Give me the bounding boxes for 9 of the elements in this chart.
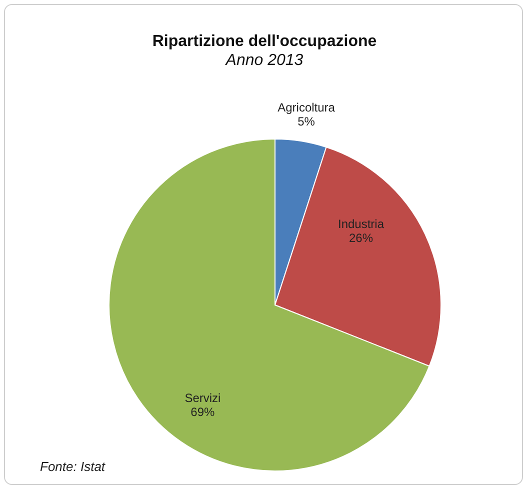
data-label: 26% [348,231,374,246]
slice-label: Industria [338,217,384,232]
chart-title: Ripartizione dell'occupazione [152,33,377,50]
source-note: Fonte: Istat [40,459,106,474]
data-label: 69% [190,405,216,420]
slice-label: Servizi [184,391,221,406]
slice-label: Agricoltura [278,100,336,114]
data-label: 5% [298,114,316,128]
chart-subtitle: Anno 2013 [224,52,304,69]
